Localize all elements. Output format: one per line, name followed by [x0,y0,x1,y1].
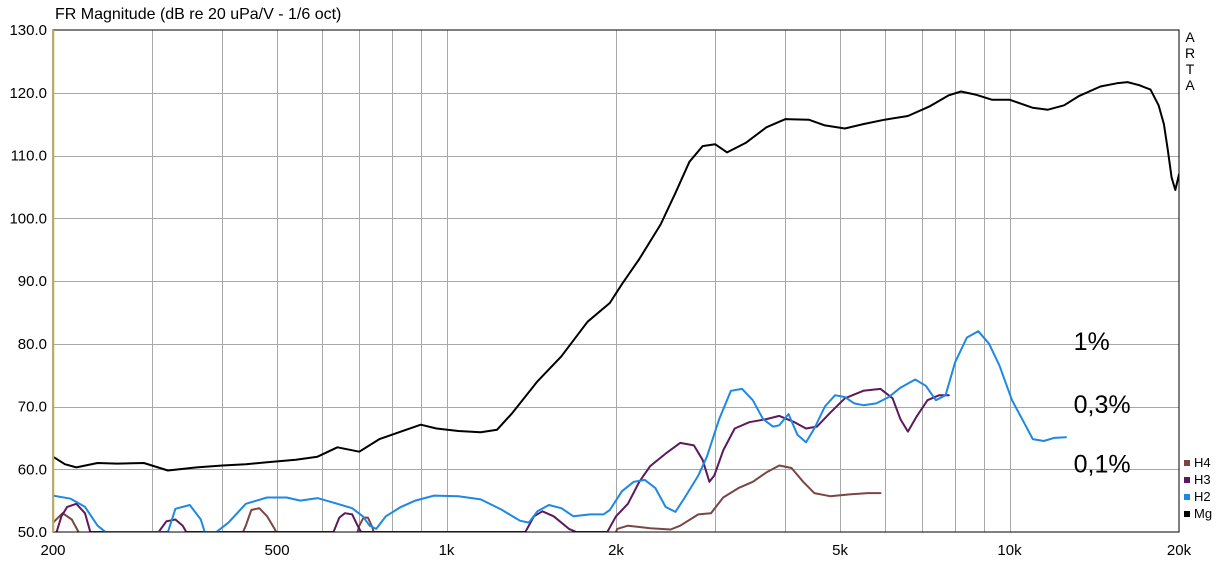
brand-letter: A [1185,29,1195,45]
brand-letter: A [1185,77,1195,93]
x-tick-label: 10k [997,542,1022,559]
data-series [53,81,1179,532]
y-tick-label: 80.0 [18,336,47,353]
legend-swatch-h2 [1184,494,1190,500]
y-axis-tick-labels: 130.0 120.0 110.0 100.0 90.0 80.0 70.0 60.0 50.0 [9,22,47,541]
series-line-h2 [53,330,1067,532]
legend: H4 H3 H2 Mg [1184,455,1212,521]
x-tick-label: 500 [265,542,290,559]
x-axis-tick-labels: 200 500 1k 2k 5k 10k 20k [40,542,1191,559]
series-line-h4 [53,464,882,532]
y-tick-label: 60.0 [18,461,47,478]
legend-swatch-h4 [1184,460,1190,466]
x-tick-label: 200 [40,542,65,559]
x-tick-label: 2k [608,542,624,559]
brand-letter: T [1186,61,1195,77]
y-tick-label: 90.0 [18,273,47,290]
y-tick-label: 100.0 [9,210,47,227]
legend-label-h3: H3 [1194,472,1211,487]
distortion-annotations: 1% 0,3% 0,1% [1074,328,1131,478]
chart-title: FR Magnitude (dB re 20 uPa/V - 1/6 oct) [55,6,341,23]
legend-label-mg: Mg [1194,506,1212,521]
legend-swatch-h3 [1184,477,1190,483]
legend-swatch-mg [1184,511,1190,517]
y-tick-label: 110.0 [11,148,47,165]
annotation-label: 0,3% [1074,391,1131,419]
y-tick-label: 70.0 [18,399,47,416]
annotation-label: 1% [1074,328,1110,356]
x-tick-label: 1k [439,542,455,559]
legend-label-h4: H4 [1194,455,1211,470]
legend-label-h2: H2 [1194,489,1211,504]
grid-lines [53,30,1179,532]
x-tick-label: 5k [832,542,848,559]
annotation-label: 0,1% [1074,450,1131,478]
y-tick-label: 130.0 [9,22,47,39]
y-tick-label: 120.0 [9,85,47,102]
brand-letter: R [1185,45,1195,61]
series-line-mg [53,81,1179,472]
x-tick-label: 20k [1167,542,1192,559]
y-tick-label: 50.0 [18,524,47,541]
